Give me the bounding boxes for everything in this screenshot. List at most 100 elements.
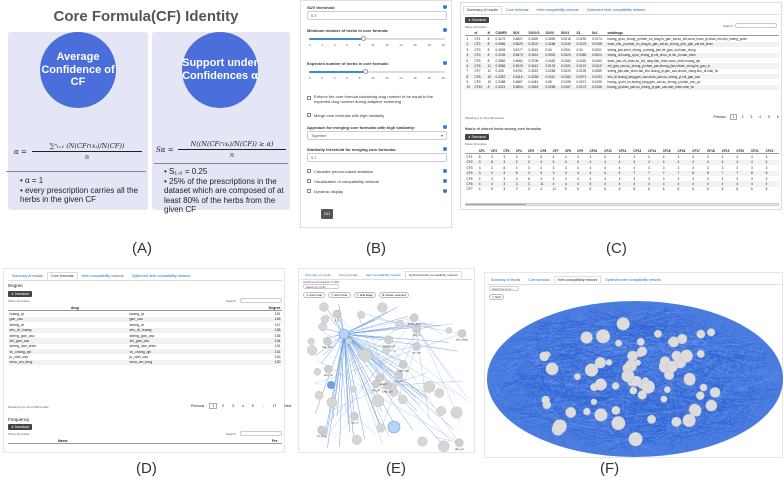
show-entries[interactable]: Show 10 entries xyxy=(8,299,30,303)
network-node[interactable] xyxy=(668,336,680,348)
network-node[interactable] xyxy=(705,399,718,412)
download-button[interactable]: ⬇ Download xyxy=(465,17,489,23)
page-button[interactable]: 5 xyxy=(251,404,254,408)
add-node-button[interactable]: ⊕ Add node xyxy=(303,292,326,298)
selected-node[interactable] xyxy=(327,381,335,389)
network-node[interactable] xyxy=(616,317,630,331)
min-herbs-slider-track[interactable] xyxy=(309,38,445,40)
column-header[interactable]: CF14 xyxy=(646,148,662,155)
tab-herb-network[interactable]: Herb compatibility network xyxy=(553,276,602,284)
network-node[interactable] xyxy=(637,346,648,357)
network-node[interactable] xyxy=(615,339,623,347)
column-header[interactable]: CF7 xyxy=(551,148,564,155)
network-node[interactable] xyxy=(445,327,453,334)
network-node[interactable] xyxy=(436,406,446,416)
column-header[interactable]: SUV1 xyxy=(559,30,575,37)
dynamic-display-checkbox[interactable] xyxy=(307,189,311,193)
network-node[interactable] xyxy=(395,319,405,329)
page-button[interactable]: 3 xyxy=(750,115,753,119)
person-stats-checkbox[interactable] xyxy=(307,169,311,173)
column-header[interactable]: cf xyxy=(472,30,487,37)
network-node[interactable] xyxy=(647,414,657,424)
selected-node[interactable] xyxy=(338,328,350,340)
network-node[interactable] xyxy=(611,416,626,431)
column-header[interactable]: CF19 xyxy=(720,148,735,155)
network-node[interactable] xyxy=(706,328,716,337)
network-node[interactable] xyxy=(323,336,332,346)
selected-node[interactable] xyxy=(387,420,401,434)
herb-network-graph[interactable]: chai_hubai_zhudan_shenfu_linggan_caomu_l… xyxy=(299,299,476,453)
support-input[interactable]: 0.5 xyxy=(307,11,447,20)
page-button[interactable]: 3 xyxy=(231,404,234,408)
column-header[interactable]: Name xyxy=(58,439,68,443)
tab-summary[interactable]: Summary of results xyxy=(12,274,43,278)
column-header[interactable]: Fre xyxy=(272,439,278,443)
network-node[interactable] xyxy=(412,342,421,351)
page-button[interactable]: 1 xyxy=(209,403,218,409)
page-button[interactable]: Previous xyxy=(713,115,726,119)
network-node[interactable] xyxy=(621,369,635,383)
network-node[interactable] xyxy=(590,398,598,406)
network-node[interactable] xyxy=(664,386,671,393)
help-icon[interactable] xyxy=(443,28,447,32)
network-node[interactable] xyxy=(384,335,393,345)
tab-herb-network[interactable]: Herb compatibility network xyxy=(365,273,401,277)
merge-checkbox[interactable] xyxy=(307,113,311,117)
tab-optimized-network[interactable]: Optimized herb compatibility network xyxy=(586,8,646,12)
edit-node-button[interactable]: ✎ Edit Node xyxy=(328,292,351,298)
frequency-download-button[interactable]: ⬇ Download xyxy=(8,424,32,430)
network-node[interactable] xyxy=(679,349,693,363)
network-node[interactable] xyxy=(541,395,550,405)
tab-herb-network[interactable]: Herb compatibility network xyxy=(81,274,124,278)
column-header[interactable]: CF5 xyxy=(526,148,539,155)
column-header[interactable] xyxy=(465,148,478,155)
column-header[interactable]: SUV0 xyxy=(544,30,560,37)
page-button[interactable]: 4 xyxy=(241,404,244,408)
network-node[interactable] xyxy=(376,423,386,433)
visualization-checkbox[interactable] xyxy=(307,179,311,183)
network-node[interactable] xyxy=(629,386,638,395)
network-node[interactable] xyxy=(628,432,643,447)
matrix-download-button[interactable]: ⬇ Download xyxy=(465,134,489,140)
column-header[interactable] xyxy=(8,305,70,312)
matrix-show-entries[interactable]: Show 10 entries xyxy=(465,142,487,146)
column-header[interactable]: SUV xyxy=(511,30,527,37)
help-icon[interactable] xyxy=(443,189,447,193)
network-node[interactable] xyxy=(584,363,599,377)
show-entries[interactable]: Show 10 entries xyxy=(465,25,487,29)
page-button[interactable]: Previous xyxy=(191,404,205,408)
go-button[interactable]: GO xyxy=(321,209,333,219)
network-node[interactable] xyxy=(709,387,721,398)
network-node[interactable] xyxy=(398,394,408,405)
network-node[interactable] xyxy=(412,324,421,334)
network-node[interactable] xyxy=(457,329,467,338)
tab-optimized-network[interactable]: Optimized herb compatibility network xyxy=(605,278,661,282)
min-herbs-slider-handle[interactable] xyxy=(361,36,366,41)
column-header[interactable]: drug xyxy=(69,305,252,312)
help-icon[interactable] xyxy=(443,179,447,183)
network-node[interactable] xyxy=(399,360,408,369)
network-node[interactable] xyxy=(580,331,593,344)
tab-summary[interactable]: Summary of results xyxy=(491,278,521,282)
network-node[interactable] xyxy=(683,372,696,385)
network-node[interactable] xyxy=(636,337,645,346)
network-node[interactable] xyxy=(371,379,381,389)
edit-button[interactable]: ✎ Edit xyxy=(489,294,504,300)
column-header[interactable]: CF4 xyxy=(514,148,527,155)
network-node[interactable] xyxy=(594,357,607,369)
network-node[interactable] xyxy=(320,315,330,324)
tab-core-formulas[interactable]: Core formulas xyxy=(338,273,358,277)
column-header[interactable]: CF11 xyxy=(602,148,618,155)
column-header[interactable]: CF15 xyxy=(661,148,676,155)
network-node[interactable] xyxy=(351,434,362,445)
tab-optimized-network[interactable]: Optimized herb compatibility network xyxy=(404,271,462,279)
network-node[interactable] xyxy=(409,313,419,322)
network-node[interactable] xyxy=(377,302,388,313)
page-button[interactable]: 4 xyxy=(759,115,762,119)
network-node[interactable] xyxy=(696,349,705,358)
column-header[interactable]: CF1 xyxy=(477,148,490,155)
network-node[interactable] xyxy=(627,350,638,362)
network-node[interactable] xyxy=(450,406,463,419)
column-header[interactable]: CF17 xyxy=(690,148,706,155)
network-node[interactable] xyxy=(637,390,647,400)
